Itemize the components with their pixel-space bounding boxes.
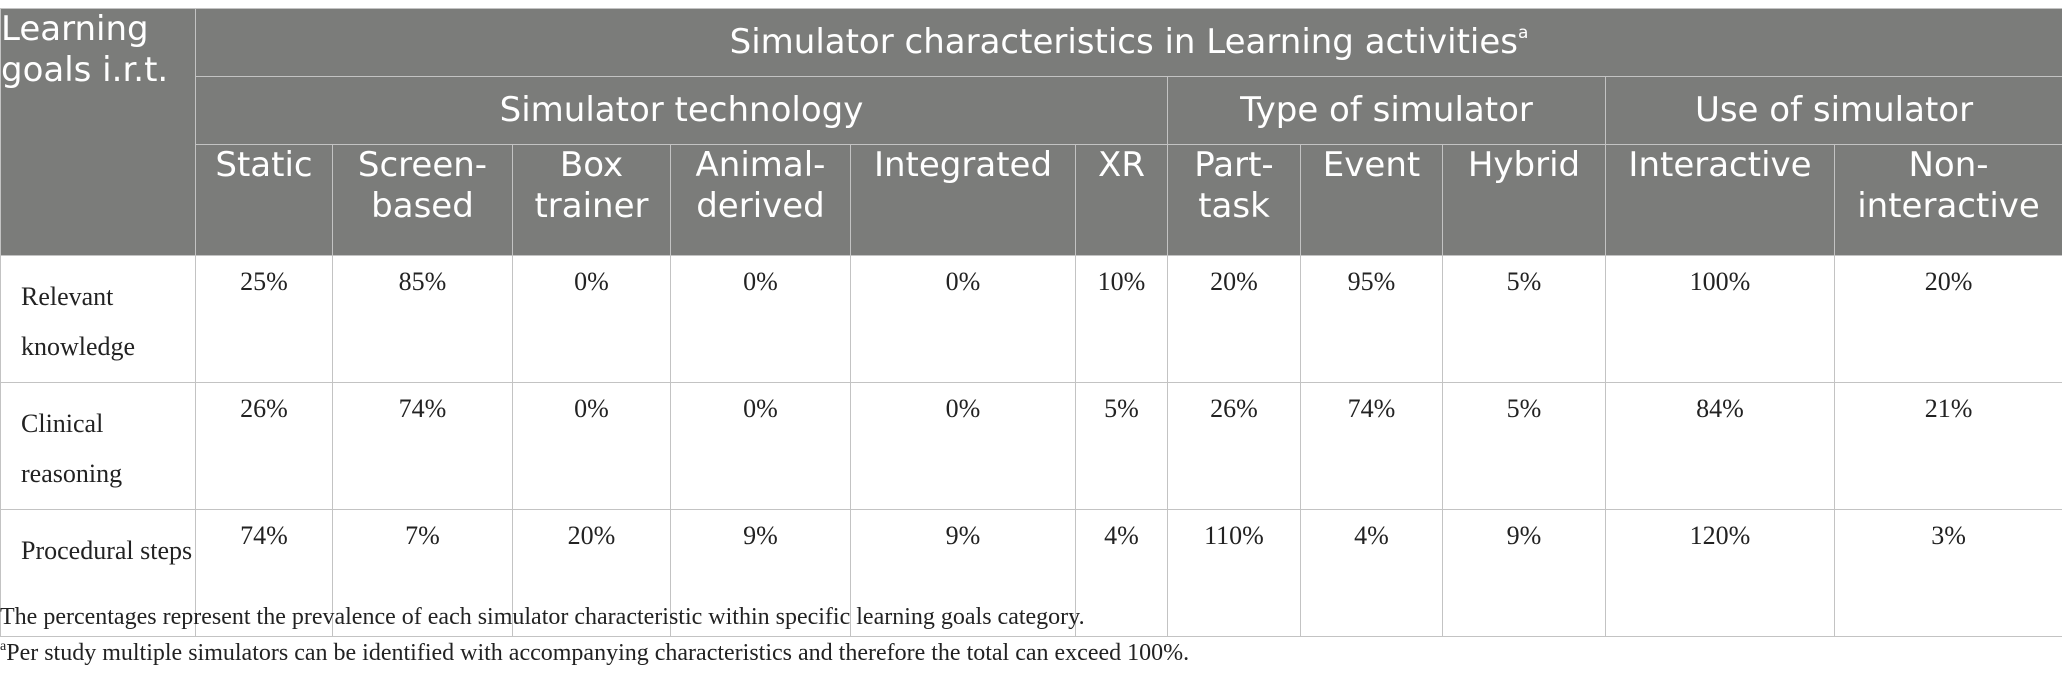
table-cell: 84%	[1605, 382, 1835, 510]
table-row: Procedural steps 74% 7% 20% 9% 9% 4% 110…	[0, 509, 2062, 637]
table-cell: 9%	[670, 509, 851, 637]
table-cell: 100%	[1605, 255, 1835, 383]
data-table: Learning goals i.r.t. Simulator characte…	[0, 8, 2062, 637]
footnote-a-text: Per study multiple simulators can be ide…	[6, 640, 1190, 666]
table-footnotes: The percentages represent the prevalence…	[0, 599, 2062, 671]
table-cell: 5%	[1442, 382, 1606, 510]
col-header-xr: XR	[1075, 144, 1168, 256]
table-wrapper: Learning goals i.r.t. Simulator characte…	[0, 8, 2062, 637]
table-title: Simulator characteristics in Learning ac…	[194, 8, 2062, 77]
footnote-general: The percentages represent the prevalence…	[0, 604, 1085, 630]
table-cell: 7%	[332, 509, 513, 637]
col-header-integrated: Integrated	[850, 144, 1076, 256]
table-cell: 26%	[195, 382, 333, 510]
title-footnote-mark: a	[1517, 23, 1529, 43]
table-cell: 0%	[850, 255, 1076, 383]
group-header-simulator-technology: Simulator technology	[195, 76, 1168, 145]
table-cell: 0%	[850, 382, 1076, 510]
table-cell: 4%	[1075, 509, 1168, 637]
col-header-interactive: Interactive	[1605, 144, 1835, 256]
table-cell: 74%	[1300, 382, 1443, 510]
corner-header: Learning goals i.r.t.	[0, 8, 196, 256]
table-cell: 3%	[1833, 509, 2062, 637]
col-header-animal-derived: Animal-derived	[670, 144, 851, 256]
col-header-part-task: Part-task	[1167, 144, 1301, 256]
row-label-clinical-reasoning: Clinical reasoning	[0, 382, 196, 510]
row-label-procedural-steps: Procedural steps	[0, 509, 196, 637]
table-cell: 4%	[1300, 509, 1443, 637]
table-cell: 25%	[195, 255, 333, 383]
table-cell: 10%	[1075, 255, 1168, 383]
col-header-event: Event	[1300, 144, 1443, 256]
table-row: Clinical reasoning 26% 74% 0% 0% 0% 5% 2…	[0, 382, 2062, 510]
table-cell: 120%	[1605, 509, 1835, 637]
table-cell: 26%	[1167, 382, 1301, 510]
group-header-type-of-simulator: Type of simulator	[1167, 76, 1606, 145]
table-cell: 20%	[512, 509, 671, 637]
table-cell: 95%	[1300, 255, 1443, 383]
table-cell: 21%	[1833, 382, 2062, 510]
table-cell: 5%	[1442, 255, 1606, 383]
table-cell: 20%	[1833, 255, 2062, 383]
col-header-hybrid: Hybrid	[1442, 144, 1606, 256]
table-row: Relevant knowledge 25% 85% 0% 0% 0% 10% …	[0, 255, 2062, 383]
group-header-use-of-simulator: Use of simulator	[1604, 76, 2062, 145]
table-cell: 20%	[1167, 255, 1301, 383]
row-label-relevant-knowledge: Relevant knowledge	[0, 255, 196, 383]
table-cell: 9%	[1442, 509, 1606, 637]
table-cell: 0%	[670, 382, 851, 510]
footnote-a: aPer study multiple simulators can be id…	[0, 635, 2062, 671]
table-cell: 110%	[1167, 509, 1301, 637]
col-header-static: Static	[195, 144, 333, 256]
table-cell: 0%	[512, 382, 671, 510]
table-title-text: Simulator characteristics in Learning ac…	[729, 22, 1518, 62]
table-cell: 74%	[195, 509, 333, 637]
footnote-a-mark: a	[0, 639, 7, 654]
table-cell: 9%	[850, 509, 1076, 637]
col-header-screen-based: Screen-based	[332, 144, 513, 256]
col-header-non-interactive: Non-interactive	[1833, 144, 2062, 256]
col-header-box-trainer: Box trainer	[512, 144, 671, 256]
table-cell: 0%	[670, 255, 851, 383]
table-cell: 85%	[332, 255, 513, 383]
table-cell: 5%	[1075, 382, 1168, 510]
table-cell: 74%	[332, 382, 513, 510]
table-cell: 0%	[512, 255, 671, 383]
